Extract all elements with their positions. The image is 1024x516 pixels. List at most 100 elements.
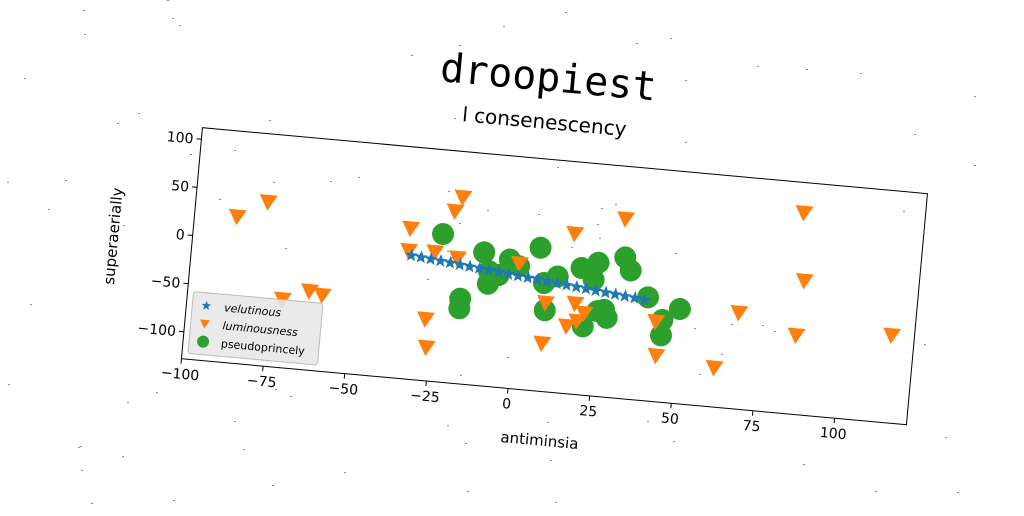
x-axis-label: antiminsia — [500, 428, 580, 453]
noise-speck — [447, 251, 449, 252]
noise-speck — [24, 78, 26, 79]
noise-speck — [465, 443, 467, 444]
noise-speck — [571, 247, 573, 248]
noise-speck — [156, 392, 158, 393]
noise-speck — [83, 10, 85, 11]
noise-speck — [275, 389, 277, 390]
noise-speck — [459, 45, 461, 46]
y-tick-label: 50 — [170, 178, 189, 196]
noise-speck — [547, 422, 549, 423]
noise-speck — [774, 331, 776, 332]
noise-speck — [503, 26, 505, 27]
noise-speck — [234, 150, 236, 151]
y-tick-label: −50 — [150, 273, 181, 292]
noise-speck — [138, 113, 140, 114]
noise-speck — [903, 211, 905, 212]
noise-speck — [80, 446, 82, 447]
noise-speck — [507, 357, 509, 358]
noise-speck — [508, 119, 510, 120]
chart-title: droopiest — [438, 45, 658, 110]
noise-speck — [945, 437, 947, 438]
y-tick-label: 100 — [166, 129, 194, 147]
noise-speck — [914, 134, 916, 135]
noise-speck — [601, 208, 603, 209]
noise-speck — [7, 182, 9, 183]
noise-speck — [757, 66, 759, 67]
noise-speck — [173, 500, 175, 501]
x-tick-label: −50 — [328, 380, 359, 399]
noise-speck — [685, 142, 687, 143]
noise-speck — [427, 279, 429, 280]
noise-speck — [673, 441, 675, 442]
noise-speck — [565, 12, 567, 13]
noise-speck — [500, 284, 502, 285]
noise-speck — [615, 204, 617, 205]
noise-speck — [670, 38, 672, 39]
noise-speck — [875, 491, 877, 492]
x-tick-label: 100 — [819, 425, 847, 443]
noise-speck — [460, 375, 462, 376]
noise-speck — [685, 80, 687, 81]
noise-speck — [538, 214, 540, 215]
noise-speck — [806, 69, 808, 70]
noise-speck — [219, 199, 221, 200]
noise-speck — [647, 421, 649, 422]
noise-speck — [454, 118, 456, 119]
x-tick-label: 50 — [660, 410, 679, 428]
noise-speck — [597, 224, 599, 225]
noise-speck — [974, 165, 976, 166]
noise-speck — [459, 223, 461, 224]
y-tick-label: 0 — [175, 227, 185, 244]
noise-speck — [234, 421, 236, 422]
x-tick-label: 25 — [579, 403, 598, 421]
noise-speck — [555, 502, 557, 503]
y-tick-label: −100 — [137, 321, 177, 340]
noise-speck — [172, 18, 174, 19]
x-tick-label: 0 — [501, 396, 511, 413]
noise-speck — [78, 447, 80, 448]
noise-speck — [957, 492, 959, 493]
noise-speck — [803, 464, 805, 465]
noise-speck — [179, 25, 181, 26]
noise-speck — [84, 34, 86, 35]
noise-speck — [487, 210, 489, 211]
noise-speck — [81, 470, 83, 471]
noise-speck — [290, 396, 292, 397]
noise-speck — [8, 384, 10, 385]
noise-speck — [190, 154, 192, 155]
noise-speck — [699, 374, 701, 375]
noise-speck — [480, 119, 482, 120]
noise-speck — [344, 472, 346, 473]
noise-speck — [924, 344, 926, 345]
noise-speck — [243, 449, 245, 450]
noise-speck — [285, 248, 287, 249]
noise-speck — [731, 324, 733, 325]
noise-speck — [448, 191, 450, 192]
noise-speck — [467, 491, 469, 492]
noise-speck — [330, 181, 332, 182]
noise-speck — [411, 55, 413, 56]
noise-speck — [721, 354, 723, 355]
noise-speck — [762, 325, 764, 326]
chart-subtitle: l consenescency — [461, 102, 627, 141]
noise-speck — [65, 180, 67, 181]
noise-speck — [122, 456, 124, 457]
x-tick-label: −75 — [246, 373, 277, 392]
noise-speck — [452, 257, 454, 258]
noise-speck — [91, 503, 93, 504]
noise-speck — [273, 182, 275, 183]
noise-speck — [358, 177, 360, 178]
noise-speck — [269, 120, 271, 121]
noise-speck — [127, 402, 129, 403]
y-axis-label: superaerially — [100, 187, 127, 286]
noise-speck — [694, 328, 696, 329]
noise-speck — [974, 96, 976, 97]
noise-speck — [167, 0, 169, 1]
noise-speck — [599, 238, 601, 239]
noise-speck — [272, 485, 274, 486]
noise-speck — [860, 73, 862, 74]
